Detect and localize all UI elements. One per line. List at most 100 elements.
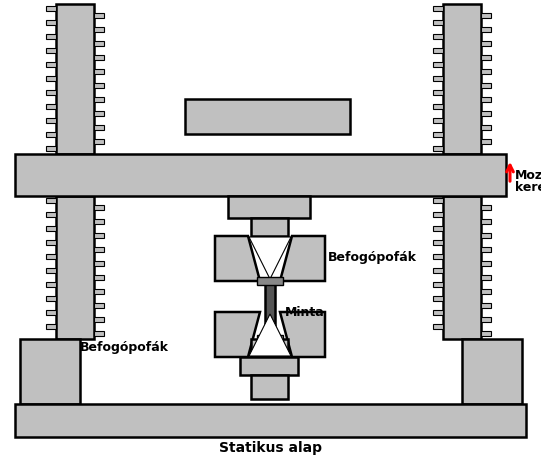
Bar — [20, 339, 80, 404]
Bar — [94, 262, 104, 267]
Bar — [433, 7, 443, 12]
Bar — [94, 248, 104, 253]
Bar — [94, 219, 104, 224]
Bar — [46, 21, 56, 26]
Bar — [46, 77, 56, 82]
Bar — [481, 56, 491, 61]
Bar — [46, 296, 56, 301]
Bar — [257, 278, 283, 285]
Bar — [46, 227, 56, 232]
Bar — [481, 42, 491, 47]
Bar — [228, 197, 310, 218]
Bar — [481, 28, 491, 33]
Bar — [15, 404, 526, 437]
Text: Befogópofák: Befogópofák — [328, 251, 417, 264]
Polygon shape — [280, 237, 325, 281]
Bar — [433, 147, 443, 152]
Bar — [481, 98, 491, 103]
Bar — [481, 275, 491, 280]
Bar — [481, 317, 491, 322]
Bar — [433, 310, 443, 315]
Bar — [94, 140, 104, 145]
Bar — [251, 339, 288, 357]
Bar — [433, 91, 443, 96]
Bar — [433, 324, 443, 329]
Bar — [433, 63, 443, 68]
Bar — [46, 91, 56, 96]
Bar — [46, 283, 56, 288]
Polygon shape — [215, 312, 260, 357]
Bar — [481, 126, 491, 131]
Bar — [46, 310, 56, 315]
Bar — [240, 357, 298, 375]
Bar — [46, 35, 56, 40]
Bar — [433, 49, 443, 54]
Bar — [433, 212, 443, 217]
Bar — [94, 275, 104, 280]
Bar — [56, 5, 94, 155]
Bar — [46, 147, 56, 152]
Bar — [46, 119, 56, 124]
Bar — [481, 331, 491, 336]
Bar — [46, 133, 56, 138]
Bar — [94, 98, 104, 103]
Bar — [251, 375, 288, 399]
Bar — [46, 324, 56, 329]
Bar — [433, 105, 443, 110]
Bar — [56, 197, 94, 339]
Bar — [433, 241, 443, 245]
Bar — [257, 335, 283, 343]
Bar — [94, 303, 104, 308]
Bar — [433, 268, 443, 273]
Bar — [46, 212, 56, 217]
Bar — [433, 133, 443, 138]
Bar — [46, 254, 56, 259]
Bar — [433, 35, 443, 40]
Bar — [433, 77, 443, 82]
Text: Befogópofák: Befogópofák — [80, 341, 169, 354]
Bar — [433, 254, 443, 259]
Bar — [481, 289, 491, 294]
Bar — [94, 42, 104, 47]
Bar — [481, 206, 491, 211]
Bar — [433, 21, 443, 26]
Bar — [94, 289, 104, 294]
Polygon shape — [249, 238, 291, 279]
Bar — [94, 317, 104, 322]
Bar — [481, 248, 491, 253]
Bar — [46, 105, 56, 110]
Bar — [185, 100, 350, 135]
Bar — [481, 140, 491, 145]
Bar — [94, 84, 104, 89]
Text: Statikus alap: Statikus alap — [219, 440, 321, 454]
Bar — [481, 233, 491, 238]
Bar — [481, 84, 491, 89]
Bar — [433, 119, 443, 124]
Text: Mozgó: Mozgó — [515, 168, 541, 181]
Bar — [94, 28, 104, 33]
Bar — [94, 70, 104, 75]
Bar — [433, 283, 443, 288]
Bar — [46, 49, 56, 54]
Bar — [481, 112, 491, 117]
Polygon shape — [249, 314, 291, 356]
Bar — [46, 268, 56, 273]
Bar — [94, 126, 104, 131]
Bar — [94, 331, 104, 336]
Text: Minta: Minta — [285, 305, 325, 318]
Bar — [265, 281, 275, 343]
Bar — [481, 262, 491, 267]
Bar — [94, 14, 104, 19]
Bar — [251, 218, 288, 237]
Bar — [15, 155, 506, 197]
Polygon shape — [215, 237, 260, 281]
Bar — [433, 198, 443, 203]
Bar — [46, 7, 56, 12]
Bar — [481, 70, 491, 75]
Bar — [481, 219, 491, 224]
Bar — [443, 5, 481, 155]
Bar — [94, 233, 104, 238]
Bar — [94, 112, 104, 117]
Bar — [46, 198, 56, 203]
Bar — [481, 14, 491, 19]
